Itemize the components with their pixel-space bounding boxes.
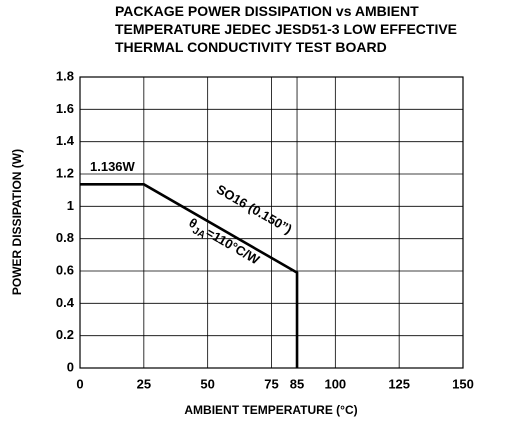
x-tick-label: 25 (137, 376, 151, 391)
y-tick-label: 1 (67, 198, 74, 213)
y-tick-label: 1.4 (56, 133, 75, 148)
annotation: SO16 (0.150”) (214, 181, 295, 236)
y-tick-label: 0.4 (56, 295, 75, 310)
x-tick-label: 100 (324, 376, 346, 391)
annotation: θJA=110°C/W (184, 215, 262, 271)
x-tick-label: 0 (76, 376, 83, 391)
x-tick-label: 50 (200, 376, 214, 391)
chart-title: THERMAL CONDUCTIVITY TEST BOARD (115, 39, 387, 55)
annotation: 1.136W (90, 159, 136, 174)
y-tick-label: 1.6 (56, 101, 74, 116)
x-tick-label: 150 (452, 376, 474, 391)
x-tick-label: 85 (290, 376, 304, 391)
y-tick-label: 1.2 (56, 165, 74, 180)
y-tick-label: 0.6 (56, 262, 74, 277)
chart-title: PACKAGE POWER DISSIPATION vs AMBIENT (115, 3, 419, 19)
y-axis-label: POWER DISSIPATION (W) (10, 149, 24, 295)
x-tick-label: 75 (264, 376, 278, 391)
annotation-text: =110°C/W (204, 225, 263, 268)
y-tick-label: 0 (67, 359, 74, 374)
x-tick-label: 125 (388, 376, 410, 391)
chart-title: TEMPERATURE JEDEC JESD51-3 LOW EFFECTIVE (115, 21, 457, 37)
y-tick-label: 0.8 (56, 230, 74, 245)
y-tick-label: 0.2 (56, 327, 74, 342)
plot-frame (79, 76, 464, 369)
y-tick-label: 1.8 (56, 68, 74, 83)
x-axis-label: AMBIENT TEMPERATURE (°C) (184, 403, 357, 417)
data-line (80, 183, 299, 368)
